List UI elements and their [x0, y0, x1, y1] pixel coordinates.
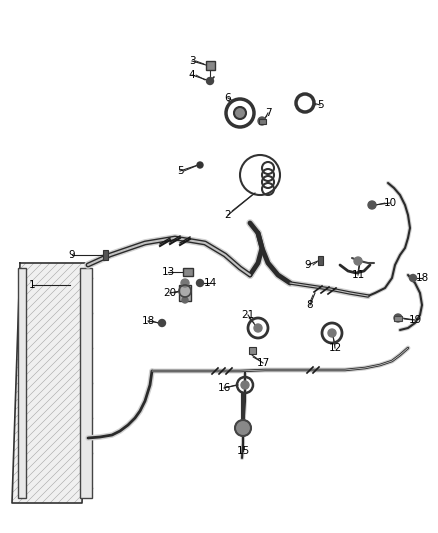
Text: 20: 20: [163, 288, 177, 298]
Text: 16: 16: [217, 383, 231, 393]
Text: 12: 12: [328, 343, 342, 353]
Circle shape: [368, 201, 376, 209]
Text: 9: 9: [305, 260, 311, 270]
Text: 8: 8: [307, 300, 313, 310]
Circle shape: [328, 329, 336, 337]
Circle shape: [354, 257, 362, 265]
Text: 4: 4: [189, 70, 195, 80]
Bar: [179, 285, 191, 301]
Text: 3: 3: [189, 56, 195, 66]
Circle shape: [410, 274, 417, 281]
Circle shape: [206, 77, 213, 85]
Text: 5: 5: [177, 166, 184, 176]
Circle shape: [254, 324, 262, 332]
Circle shape: [241, 381, 249, 389]
Polygon shape: [12, 263, 90, 503]
Bar: [394, 316, 402, 320]
Text: 17: 17: [256, 358, 270, 368]
Bar: [183, 268, 193, 276]
Circle shape: [159, 319, 166, 327]
Text: 13: 13: [161, 267, 175, 277]
Text: 14: 14: [203, 278, 217, 288]
Circle shape: [182, 297, 188, 303]
Text: 6: 6: [225, 93, 231, 103]
Bar: [258, 118, 265, 124]
Circle shape: [234, 107, 246, 119]
Circle shape: [235, 420, 251, 436]
Text: 19: 19: [408, 315, 422, 325]
Circle shape: [181, 279, 189, 287]
Text: 10: 10: [383, 198, 396, 208]
Text: 15: 15: [237, 446, 250, 456]
Bar: [248, 346, 255, 353]
Bar: [318, 255, 322, 264]
Circle shape: [197, 279, 204, 287]
Bar: [18, 268, 26, 498]
Text: 18: 18: [141, 316, 155, 326]
Text: 1: 1: [28, 280, 35, 290]
Text: 9: 9: [69, 250, 75, 260]
Text: 18: 18: [415, 273, 429, 283]
Text: 11: 11: [351, 270, 364, 280]
Circle shape: [258, 117, 266, 125]
Bar: [80, 268, 92, 498]
Text: 5: 5: [317, 100, 323, 110]
Circle shape: [394, 314, 402, 322]
Text: 7: 7: [265, 108, 271, 118]
Text: 21: 21: [241, 310, 254, 320]
Bar: [102, 250, 107, 260]
Circle shape: [197, 162, 203, 168]
Bar: [205, 61, 215, 69]
Text: 2: 2: [225, 210, 231, 220]
